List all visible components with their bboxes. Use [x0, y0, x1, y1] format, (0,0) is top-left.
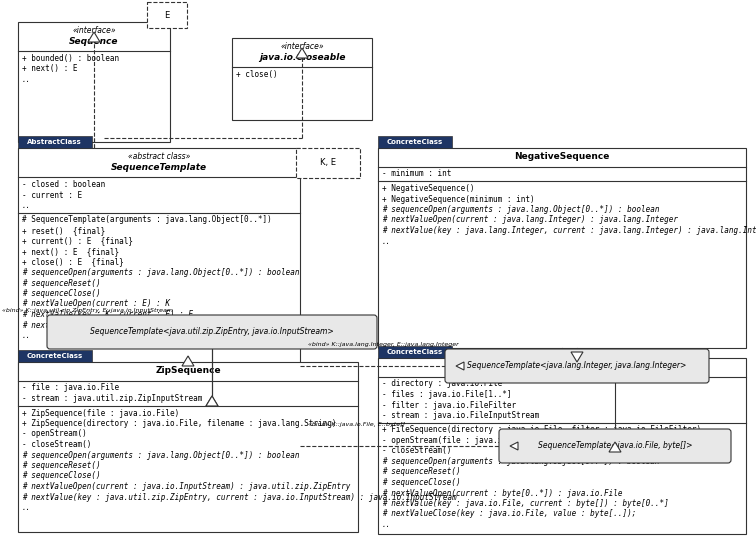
Text: ..: ..: [382, 236, 392, 246]
Text: # sequenceOpen(arguments : java.lang.Object[0..*]) : boolean: # sequenceOpen(arguments : java.lang.Obj…: [382, 205, 659, 214]
Text: # sequenceOpen(arguments : java.lang.Object[0..*]) : boolean: # sequenceOpen(arguments : java.lang.Obj…: [22, 451, 299, 459]
Bar: [18, 362, 358, 532]
Text: + next() : E  {final}: + next() : E {final}: [22, 247, 119, 256]
Text: # nextValueOpen(current : java.io.InputStream) : java.util.zip.ZipEntry: # nextValueOpen(current : java.io.InputS…: [22, 482, 350, 491]
Text: «interface»: «interface»: [72, 26, 116, 35]
Text: «bind» K::java.io.File, E::byte[]: «bind» K::java.io.File, E::byte[]: [308, 422, 405, 427]
Text: ZipSequence: ZipSequence: [155, 366, 221, 375]
Text: java.io.Closeable: java.io.Closeable: [259, 52, 345, 62]
Text: - closed : boolean: - closed : boolean: [22, 180, 105, 189]
Bar: [147, 2, 187, 28]
Text: - openStream(file : java.io.File) : java.io.FileInputStream: - openStream(file : java.io.File) : java…: [382, 436, 655, 445]
Text: - current : E: - current : E: [22, 190, 82, 200]
Text: # nextValueOpen(current : byte[0..*]) : java.io.File: # nextValueOpen(current : byte[0..*]) : …: [382, 489, 622, 498]
FancyBboxPatch shape: [47, 315, 377, 349]
Text: - files : java.io.File[1..*]: - files : java.io.File[1..*]: [382, 390, 512, 399]
Text: # sequenceReset(): # sequenceReset(): [22, 279, 101, 287]
Text: # nextValue(key : java.io.File, current : byte[]) : byte[0..*]: # nextValue(key : java.io.File, current …: [382, 499, 669, 508]
Text: - file : java.io.File: - file : java.io.File: [22, 384, 119, 393]
Text: # nextValue(key : java.util.zip.ZipEntry, current : java.io.InputStream) : java.: # nextValue(key : java.util.zip.ZipEntry…: [22, 492, 457, 502]
Text: SequenceTemplate<java.io.File, byte[]>: SequenceTemplate<java.io.File, byte[]>: [538, 441, 692, 451]
Text: # SequenceTemplate(arguments : java.lang.Object[0..*]): # SequenceTemplate(arguments : java.lang…: [22, 215, 271, 225]
Bar: [18, 350, 91, 362]
Text: - stream : java.util.zip.ZipInputStream: - stream : java.util.zip.ZipInputStream: [22, 394, 203, 403]
FancyBboxPatch shape: [445, 349, 709, 383]
Polygon shape: [206, 396, 218, 406]
Text: - minimum : int: - minimum : int: [382, 169, 451, 179]
Bar: [378, 136, 451, 148]
Text: - directory : java.io.File: - directory : java.io.File: [382, 379, 502, 388]
Text: # sequenceClose(): # sequenceClose(): [382, 478, 460, 487]
Text: ConcreteClass: ConcreteClass: [386, 349, 443, 355]
Text: «bind» K::java.util.zip.ZipEntry, E::java.io.InputStream: «bind» K::java.util.zip.ZipEntry, E::jav…: [2, 308, 173, 313]
Text: ..: ..: [382, 520, 392, 529]
Text: # sequenceOpen(arguments : java.lang.Object[0..*]) : boolean: # sequenceOpen(arguments : java.lang.Obj…: [22, 268, 299, 277]
Text: + close() : E  {final}: + close() : E {final}: [22, 258, 124, 267]
Text: - filter : java.io.FileFilter: - filter : java.io.FileFilter: [382, 400, 516, 410]
Text: Sequence: Sequence: [70, 36, 119, 45]
Text: # nextValue(key : java.lang.Integer, current : java.lang.Integer) : java.lang.In: # nextValue(key : java.lang.Integer, cur…: [382, 226, 756, 235]
Text: AbstractClass: AbstractClass: [27, 139, 82, 145]
Text: K, E: K, E: [320, 159, 336, 168]
Text: # sequenceClose(): # sequenceClose(): [22, 289, 101, 298]
Text: + NegativeSequence(minimum : int): + NegativeSequence(minimum : int): [382, 195, 534, 203]
Polygon shape: [609, 442, 621, 452]
Text: # nextValueOpen(current : E) : K: # nextValueOpen(current : E) : K: [22, 300, 170, 308]
Text: # sequenceClose(): # sequenceClose(): [22, 472, 101, 480]
Polygon shape: [206, 396, 218, 406]
Polygon shape: [456, 362, 464, 370]
Bar: [378, 148, 746, 348]
Text: - openStream(): - openStream(): [22, 430, 87, 439]
Text: + reset()  {final}: + reset() {final}: [22, 226, 105, 235]
Text: SequenceTemplate<java.util.zip.ZipEntry, java.io.InputStream>: SequenceTemplate<java.util.zip.ZipEntry,…: [90, 327, 334, 337]
Text: «interface»: «interface»: [280, 42, 324, 51]
Text: ..: ..: [22, 75, 31, 84]
Text: SequenceTemplate: SequenceTemplate: [111, 162, 207, 171]
Text: + current() : E  {final}: + current() : E {final}: [22, 236, 133, 246]
Text: ConcreteClass: ConcreteClass: [26, 353, 83, 359]
Text: «abstract class»: «abstract class»: [128, 152, 191, 161]
Text: E: E: [164, 10, 169, 19]
Text: # sequenceOpen(arguments : java.lang.Object[0..*]) : boolean: # sequenceOpen(arguments : java.lang.Obj…: [382, 457, 659, 466]
Bar: [18, 136, 91, 148]
Text: # nextValueClose(key : K, value : E): # nextValueClose(key : K, value : E): [22, 320, 188, 329]
Text: + close(): + close(): [236, 70, 277, 79]
Polygon shape: [571, 352, 583, 362]
Text: # nextValueOpen(current : java.lang.Integer) : java.lang.Integer: # nextValueOpen(current : java.lang.Inte…: [382, 215, 678, 225]
Text: ..: ..: [22, 331, 31, 340]
Text: «bind» K::java.lang.Integer, E::java.lang.Integer: «bind» K::java.lang.Integer, E::java.lan…: [308, 342, 459, 347]
Text: # nextValue(key : K, current : E) : E: # nextValue(key : K, current : E) : E: [22, 310, 193, 319]
Bar: [18, 22, 170, 142]
Text: # sequenceReset(): # sequenceReset(): [22, 461, 101, 470]
Text: + bounded() : boolean: + bounded() : boolean: [22, 54, 119, 63]
Bar: [378, 358, 746, 534]
Text: ..: ..: [22, 503, 31, 512]
Bar: [232, 38, 372, 120]
Polygon shape: [296, 48, 308, 58]
Polygon shape: [182, 356, 194, 366]
Text: + FileSequence(directory : java.io.File, filter : java.io.FileFilter): + FileSequence(directory : java.io.File,…: [382, 426, 701, 434]
Bar: [378, 346, 451, 358]
Bar: [18, 148, 300, 406]
Text: + ZipSequence(file : java.io.File): + ZipSequence(file : java.io.File): [22, 408, 179, 418]
Text: - closeStream(): - closeStream(): [22, 440, 91, 449]
Text: + next() : E: + next() : E: [22, 64, 78, 74]
FancyBboxPatch shape: [499, 429, 731, 463]
Text: + NegativeSequence(): + NegativeSequence(): [382, 184, 475, 193]
Polygon shape: [88, 32, 100, 42]
Polygon shape: [510, 442, 518, 450]
Text: ..: ..: [22, 201, 31, 210]
Text: FileSequence: FileSequence: [528, 362, 596, 371]
Text: - stream : java.io.FileInputStream: - stream : java.io.FileInputStream: [382, 411, 539, 420]
Text: SequenceTemplate<java.lang.Integer, java.lang.Integer>: SequenceTemplate<java.lang.Integer, java…: [467, 361, 686, 371]
Text: # sequenceReset(): # sequenceReset(): [382, 467, 460, 477]
Text: ConcreteClass: ConcreteClass: [386, 139, 443, 145]
Text: # nextValueClose(key : java.io.File, value : byte[..]);: # nextValueClose(key : java.io.File, val…: [382, 510, 637, 518]
Text: - closeStream(): - closeStream(): [382, 446, 451, 456]
Text: NegativeSequence: NegativeSequence: [514, 152, 609, 161]
Bar: [296, 148, 360, 178]
Text: + ZipSequence(directory : java.io.File, filename : java.lang.String): + ZipSequence(directory : java.io.File, …: [22, 419, 336, 428]
